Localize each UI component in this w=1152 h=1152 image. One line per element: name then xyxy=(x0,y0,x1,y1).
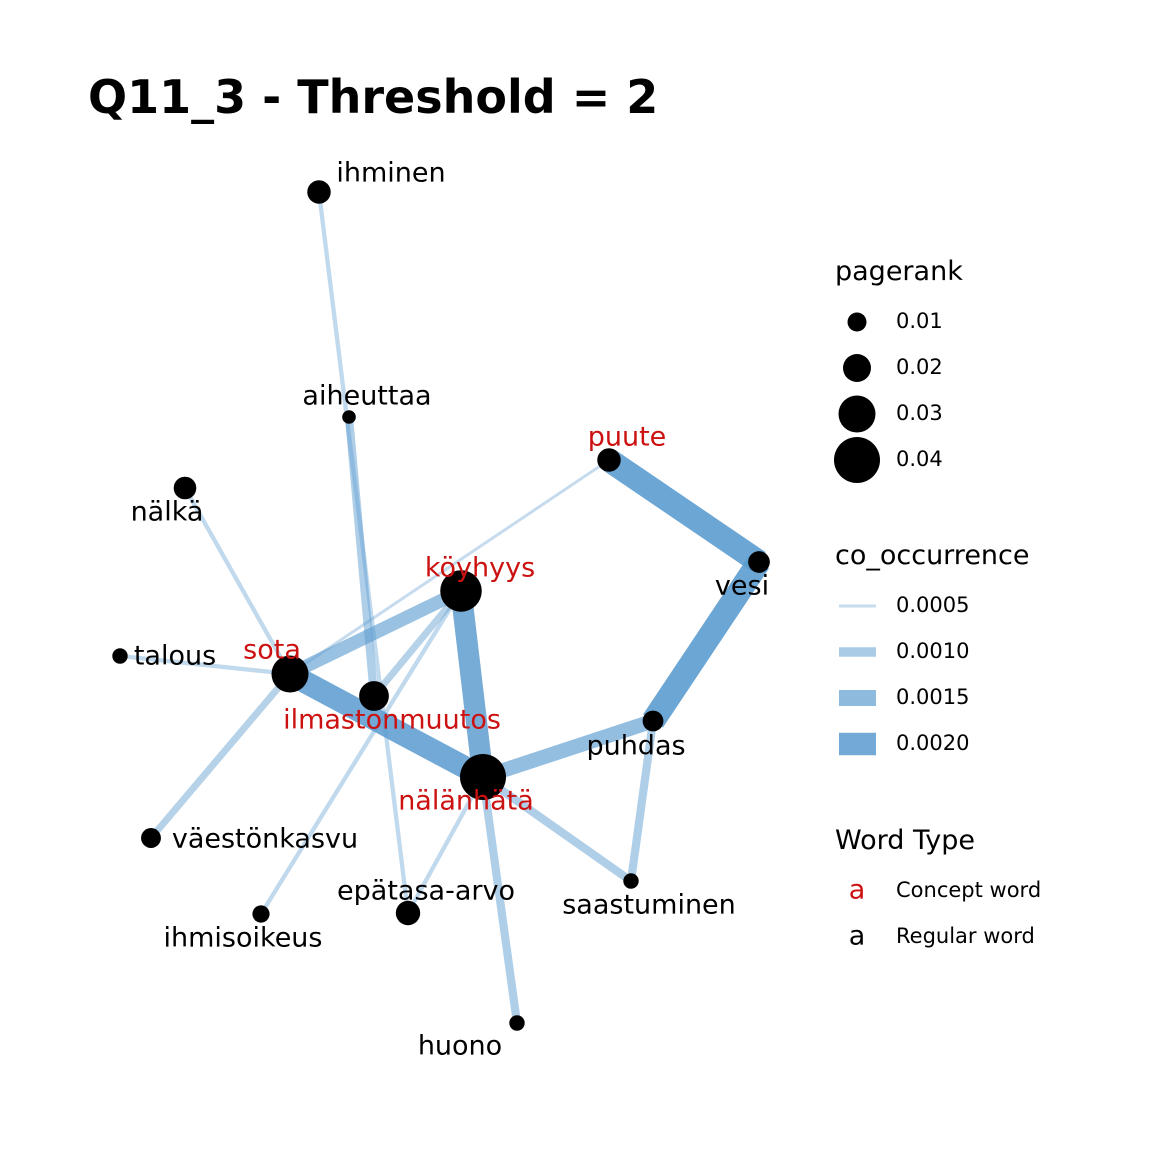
edge-koyhyys-ihmisoikeus xyxy=(259,589,463,916)
edge-nalanhata-epatasa xyxy=(406,775,485,915)
edge-puhdas-saastuminen xyxy=(626,720,658,882)
edge-puute-sota xyxy=(289,458,610,676)
label-saastuminen: saastuminen xyxy=(562,890,736,921)
label-ilmastonmuutos: ilmastonmuutos xyxy=(283,705,501,736)
legend-pagerank-label-3: 0.04 xyxy=(896,447,943,471)
legend-pagerank-label-1: 0.02 xyxy=(896,355,943,379)
label-ihmisoikeus: ihmisoikeus xyxy=(164,923,323,954)
legend-pagerank-key-1 xyxy=(843,354,871,382)
edges-layer xyxy=(119,191,769,1024)
legend-pagerank-key-2 xyxy=(838,395,876,433)
edge-ihminen-epatasa xyxy=(316,191,411,914)
edge-koyhyys-sota xyxy=(287,584,464,681)
label-ihminen: ihminen xyxy=(336,158,445,189)
node-ilmastonmuutos xyxy=(359,681,389,711)
node-sota xyxy=(271,655,309,693)
edge-puute-vesi xyxy=(602,450,766,572)
legend: pagerank 0.01 0.02 0.03 0.04 co_occurrence … xyxy=(834,256,1041,952)
legend-co-occurrence: co_occurrence 0.0005 0.0010 0.0015 0.0020 xyxy=(835,540,1030,756)
label-nalanhata: nälänhätä xyxy=(398,786,534,817)
edge-puhdas-nalanhata xyxy=(480,714,656,784)
legend-word-type-label-0: Concept word xyxy=(896,878,1041,902)
node-aiheuttaa xyxy=(342,410,356,424)
node-ihmisoikeus xyxy=(252,905,270,923)
label-aiheuttaa: aiheuttaa xyxy=(302,381,431,412)
node-saastuminen xyxy=(623,873,639,889)
node-talous xyxy=(112,648,128,664)
legend-co-occurrence-label-1: 0.0010 xyxy=(896,639,969,663)
node-puhdas xyxy=(642,710,664,732)
legend-word-type-glyph-0: a xyxy=(849,875,866,906)
labels-layer: ihminen aiheuttaa puute nälkä vesi köyhyys tal… xyxy=(131,158,770,1062)
label-koyhyys: köyhyys xyxy=(425,553,535,584)
node-nalka xyxy=(173,476,197,500)
node-ihminen xyxy=(307,180,331,204)
legend-pagerank-key-0 xyxy=(847,312,867,332)
label-puute: puute xyxy=(588,422,667,453)
legend-word-type-glyph-1: a xyxy=(849,921,866,952)
label-vaestonkasvu: väestönkasvu xyxy=(172,824,358,855)
legend-pagerank-title: pagerank xyxy=(835,256,963,287)
node-puute xyxy=(597,448,621,472)
node-koyhyys xyxy=(440,570,482,612)
label-huono: huono xyxy=(418,1031,502,1062)
node-nalanhata xyxy=(460,754,506,800)
label-puhdas: puhdas xyxy=(586,731,685,762)
legend-pagerank-key-3 xyxy=(834,437,880,483)
legend-word-type-label-1: Regular word xyxy=(896,924,1035,948)
edge-talous-sota xyxy=(119,653,291,677)
edge-nalanhata-huono xyxy=(478,776,522,1024)
legend-co-occurrence-label-3: 0.0020 xyxy=(896,731,969,755)
edge-vesi-puhdas xyxy=(643,555,769,728)
legend-pagerank-label-0: 0.01 xyxy=(896,309,943,333)
legend-pagerank: pagerank 0.01 0.02 0.03 0.04 xyxy=(834,256,963,483)
label-epatasa: epätasa-arvo xyxy=(337,876,515,907)
node-epatasa xyxy=(395,900,421,926)
legend-word-type: Word Type a Concept word a Regular word xyxy=(835,825,1041,952)
legend-co-occurrence-label-2: 0.0015 xyxy=(896,685,969,709)
node-vesi xyxy=(748,551,770,573)
node-vaestonkasvu xyxy=(141,828,161,848)
legend-word-type-title: Word Type xyxy=(835,825,975,856)
edge-aiheuttaa-ilmastonmuutos xyxy=(344,416,379,697)
edge-koyhyys-nalanhata xyxy=(450,589,494,779)
label-talous: talous xyxy=(134,641,216,672)
label-sota: sota xyxy=(243,635,301,666)
plot-title: Q11_3 - Threshold = 2 xyxy=(88,70,659,124)
edge-nalanhata-saastuminen xyxy=(480,773,634,885)
edge-sota-nalanhata xyxy=(284,664,489,787)
edge-nalka-sota xyxy=(183,486,292,676)
nodes-layer xyxy=(112,180,770,1031)
legend-co-occurrence-label-0: 0.0005 xyxy=(896,593,969,617)
node-huono xyxy=(509,1015,525,1031)
edge-sota-vaestonkasvu xyxy=(148,671,293,841)
legend-co-occurrence-title: co_occurrence xyxy=(835,540,1030,571)
edge-koyhyys-ilmastonmuutos xyxy=(371,588,464,699)
legend-pagerank-label-2: 0.03 xyxy=(896,401,943,425)
label-vesi: vesi xyxy=(715,571,769,602)
label-nalka: nälkä xyxy=(131,497,204,528)
